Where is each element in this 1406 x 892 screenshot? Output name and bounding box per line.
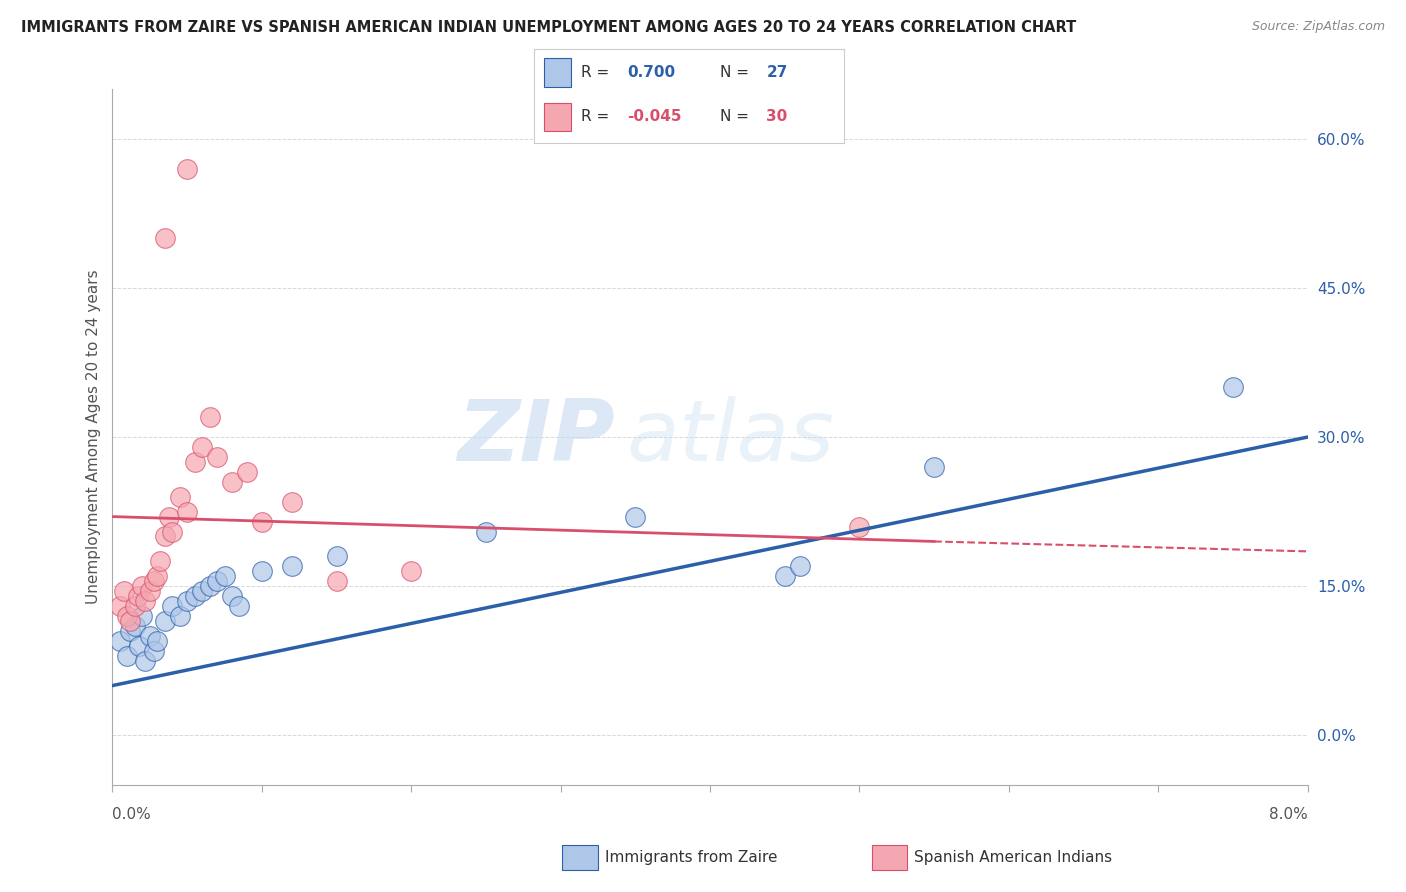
Point xyxy=(401,564,423,578)
Point xyxy=(169,490,191,504)
Point xyxy=(157,509,180,524)
Point xyxy=(108,599,131,613)
Point xyxy=(205,574,228,589)
Point xyxy=(922,459,945,474)
Point xyxy=(146,569,169,583)
Point xyxy=(221,475,243,489)
Text: 0.0%: 0.0% xyxy=(112,807,152,822)
Point xyxy=(1222,380,1244,394)
Point xyxy=(176,161,198,176)
Point xyxy=(131,609,153,624)
Point xyxy=(228,599,250,613)
Text: R =: R = xyxy=(581,110,614,125)
Point xyxy=(124,619,146,633)
Point xyxy=(250,515,273,529)
Point xyxy=(176,594,198,608)
Point xyxy=(221,589,243,603)
Point xyxy=(624,509,647,524)
Point xyxy=(117,609,139,624)
Text: Source: ZipAtlas.com: Source: ZipAtlas.com xyxy=(1251,20,1385,33)
Point xyxy=(325,574,347,589)
Text: 30: 30 xyxy=(766,110,787,125)
Point xyxy=(149,554,172,568)
Text: IMMIGRANTS FROM ZAIRE VS SPANISH AMERICAN INDIAN UNEMPLOYMENT AMONG AGES 20 TO 2: IMMIGRANTS FROM ZAIRE VS SPANISH AMERICA… xyxy=(21,20,1077,35)
Point xyxy=(183,589,205,603)
Text: ZIP: ZIP xyxy=(457,395,614,479)
Text: N =: N = xyxy=(720,65,754,80)
Text: R =: R = xyxy=(581,65,614,80)
Point xyxy=(153,231,176,245)
Point xyxy=(162,599,183,613)
Point xyxy=(281,494,304,508)
Point xyxy=(198,579,221,593)
Point xyxy=(143,574,166,589)
Point xyxy=(139,629,162,643)
Point xyxy=(198,410,221,425)
Point xyxy=(134,594,156,608)
Bar xyxy=(544,103,571,131)
Text: 27: 27 xyxy=(766,65,787,80)
Point xyxy=(281,559,304,574)
Point xyxy=(176,505,198,519)
Point xyxy=(169,609,191,624)
Point xyxy=(108,633,131,648)
Text: atlas: atlas xyxy=(626,395,834,479)
Point xyxy=(139,584,162,599)
Point xyxy=(325,549,347,564)
Point xyxy=(120,614,142,628)
Point xyxy=(191,584,214,599)
Text: 0.700: 0.700 xyxy=(627,65,675,80)
Point xyxy=(146,633,169,648)
Text: -0.045: -0.045 xyxy=(627,110,682,125)
Point xyxy=(236,465,259,479)
Point xyxy=(134,654,156,668)
Text: 8.0%: 8.0% xyxy=(1268,807,1308,822)
Point xyxy=(789,559,811,574)
Point xyxy=(131,579,153,593)
Point xyxy=(183,455,205,469)
Point xyxy=(143,644,166,658)
Point xyxy=(153,614,176,628)
Point xyxy=(153,529,176,543)
Point xyxy=(128,639,150,653)
Point xyxy=(475,524,498,539)
Y-axis label: Unemployment Among Ages 20 to 24 years: Unemployment Among Ages 20 to 24 years xyxy=(86,269,101,605)
Point xyxy=(250,564,273,578)
Point xyxy=(773,569,796,583)
Point xyxy=(117,648,139,663)
Point xyxy=(127,589,149,603)
Point xyxy=(848,519,870,533)
Point xyxy=(124,599,146,613)
Point xyxy=(162,524,183,539)
Text: Spanish American Indians: Spanish American Indians xyxy=(914,850,1112,864)
Bar xyxy=(544,59,571,87)
Point xyxy=(120,624,142,638)
Point xyxy=(205,450,228,464)
Text: Immigrants from Zaire: Immigrants from Zaire xyxy=(605,850,778,864)
Text: N =: N = xyxy=(720,110,754,125)
Point xyxy=(191,440,214,454)
Point xyxy=(114,584,135,599)
Point xyxy=(214,569,236,583)
